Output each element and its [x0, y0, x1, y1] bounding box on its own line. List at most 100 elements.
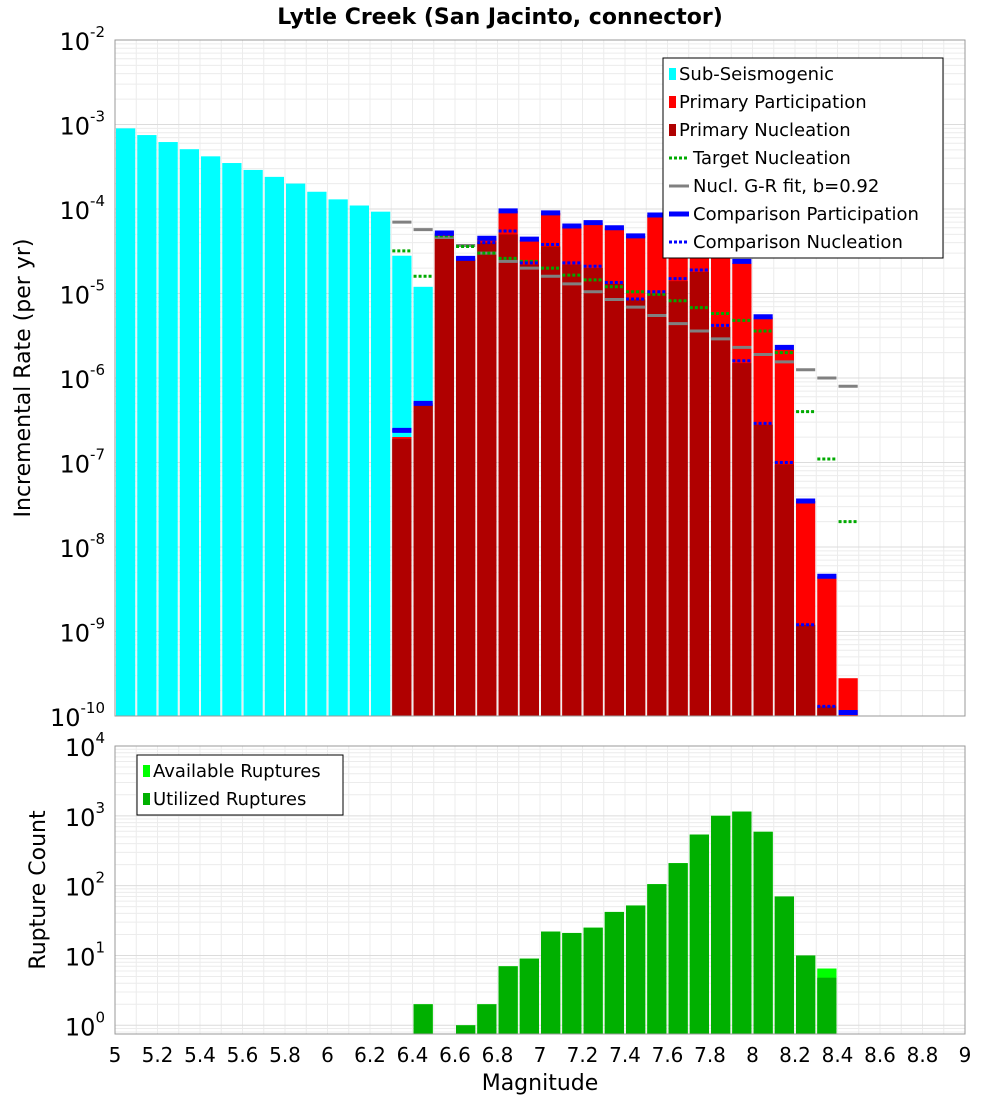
y-tick-base: 10 — [65, 1013, 96, 1041]
y-tick-label: 10-8 — [59, 530, 105, 563]
legend-label: Nucl. G-R fit, b=0.92 — [693, 176, 879, 197]
x-tick-label: 7 — [534, 1043, 547, 1067]
legend-label: Primary Participation — [679, 92, 867, 113]
legend-label: Sub-Seismogenic — [679, 64, 834, 85]
sub-seismogenic-bar — [328, 199, 348, 717]
x-tick-label: 8.4 — [822, 1043, 854, 1067]
sub-seismogenic-bar — [264, 176, 284, 717]
legend-swatch — [669, 96, 676, 108]
x-tick-label: 6.6 — [439, 1043, 471, 1067]
y-tick-exponent: -9 — [90, 615, 105, 633]
legend-swatch — [669, 124, 676, 136]
primary-nucleation-bar — [796, 624, 816, 716]
x-tick-label: 5.6 — [227, 1043, 259, 1067]
legend-label: Utilized Ruptures — [153, 789, 306, 810]
x-tick-labels: 5 5.2 5.4 5.6 5.8 6 6.2 6.4 6.6 6.8 7 7.2 7.4 7.6 7.8 8… — [109, 1043, 972, 1067]
primary-nucleation-bar — [392, 438, 412, 716]
utilized-ruptures-bar — [604, 911, 624, 1034]
legend-label: Comparison Nucleation — [693, 232, 903, 253]
utilized-ruptures-bar — [413, 1004, 433, 1034]
y-tick-label: 10-10 — [50, 699, 105, 732]
primary-nucleation-bar — [498, 234, 518, 717]
primary-participation-bar — [838, 678, 858, 716]
legend-swatch — [669, 68, 676, 80]
y-tick-base: 10 — [59, 366, 90, 394]
y-tick-label: 100 — [65, 1008, 105, 1041]
primary-nucleation-bar — [477, 242, 497, 717]
y-tick-exponent: 4 — [95, 729, 105, 747]
y-tick-exponent: 1 — [95, 938, 105, 956]
utilized-ruptures-bar — [711, 815, 731, 1034]
sub-seismogenic-bar — [243, 169, 263, 716]
sub-seismogenic-bars — [116, 128, 433, 717]
y-tick-exponent: -6 — [90, 361, 105, 379]
primary-nucleation-bar — [774, 464, 794, 716]
y-tick-base: 10 — [65, 943, 96, 971]
utilized-ruptures-bar — [753, 831, 773, 1034]
legend-box — [662, 57, 944, 259]
x-tick-label: 6.8 — [482, 1043, 514, 1067]
x-tick-label: 5.2 — [142, 1043, 174, 1067]
y-tick-exponent: -3 — [90, 108, 105, 126]
x-tick-label: 6.4 — [397, 1043, 429, 1067]
y-tick-base: 10 — [59, 451, 90, 479]
sub-seismogenic-bar — [286, 183, 306, 716]
legend-label: Available Ruptures — [153, 761, 321, 782]
x-tick-label: 7.8 — [694, 1043, 726, 1067]
y-tick-label: 103 — [65, 799, 105, 832]
y-tick-exponent: -8 — [90, 530, 105, 548]
utilized-ruptures-bar — [541, 931, 561, 1034]
sub-seismogenic-bar — [201, 156, 221, 716]
x-tick-label: 8.8 — [907, 1043, 939, 1067]
primary-nucleation-bar — [583, 268, 603, 716]
y-tick-label: 10-4 — [59, 192, 105, 225]
primary-nucleation-bar — [413, 404, 433, 716]
primary-nucleation-bar — [626, 299, 646, 716]
utilized-ruptures-bar — [456, 1025, 476, 1034]
x-tick-label: 7.4 — [609, 1043, 641, 1067]
sub-seismogenic-bar — [222, 163, 242, 716]
y-tick-exponent: 2 — [95, 869, 105, 887]
y-tick-label: 10-2 — [59, 23, 105, 56]
y-tick-base: 10 — [50, 704, 81, 732]
primary-nucleation-bar — [753, 424, 773, 716]
sub-seismogenic-bar — [307, 191, 327, 717]
sub-seismogenic-bar — [158, 142, 178, 716]
legend-box — [136, 754, 344, 816]
legend-swatch — [143, 765, 150, 777]
legend: Sub-Seismogenic Primary Participation Prim… — [662, 57, 944, 259]
y-tick-exponent: -10 — [81, 699, 106, 717]
utilized-ruptures-bar — [498, 966, 518, 1034]
utilized-ruptures-bar — [519, 958, 539, 1034]
y-tick-base: 10 — [59, 282, 90, 310]
primary-nucleation-bar — [689, 271, 709, 716]
primary-nucleation-bar — [711, 327, 731, 716]
primary-nucleation-bar — [668, 281, 688, 716]
primary-nucleation-bar — [562, 264, 582, 716]
sub-seismogenic-bar — [137, 135, 157, 717]
y-tick-base: 10 — [65, 874, 96, 902]
primary-nucleation-bar — [732, 363, 752, 716]
legend-label: Comparison Participation — [693, 204, 919, 225]
y-tick-label: 104 — [65, 729, 105, 762]
utilized-ruptures-bar — [817, 977, 837, 1034]
sub-seismogenic-bar — [116, 128, 136, 716]
top-panel: 10-1010-910-810-710-610-510-410-310-2Sub… — [50, 23, 966, 732]
y-tick-base: 10 — [59, 620, 90, 648]
y-tick-label: 10-6 — [59, 361, 105, 394]
primary-nucleation-bars — [392, 234, 837, 717]
y-tick-base: 10 — [59, 535, 90, 563]
gr-fit-markers — [392, 220, 858, 388]
legend-label: Target Nucleation — [692, 148, 851, 169]
x-tick-label: 8.2 — [779, 1043, 811, 1067]
primary-nucleation-bar — [817, 706, 837, 716]
utilized-ruptures-bar — [689, 834, 709, 1034]
utilized-ruptures-bar — [477, 1004, 497, 1034]
x-tick-label: 5 — [109, 1043, 122, 1067]
plot-frame — [114, 745, 966, 1035]
